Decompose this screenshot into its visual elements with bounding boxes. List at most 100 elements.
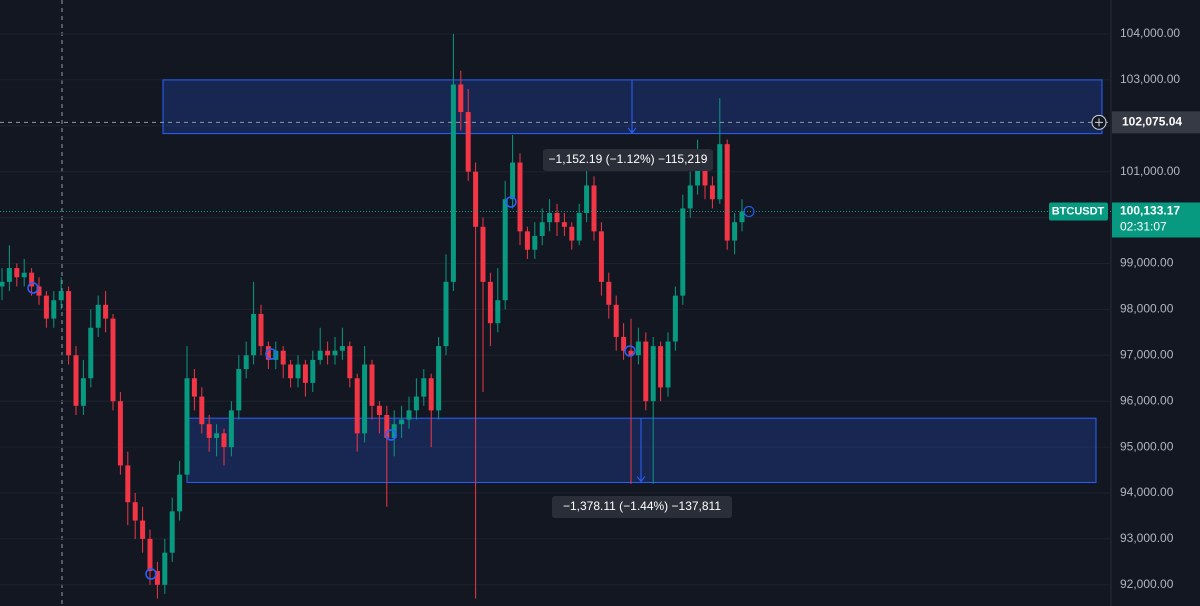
candle-body xyxy=(147,538,153,572)
candle-body xyxy=(658,346,664,388)
marker xyxy=(624,345,636,357)
candle-body xyxy=(132,502,138,521)
candle-body xyxy=(73,355,79,406)
y-tick-label: 99,000.00 xyxy=(1120,256,1174,270)
candle-body xyxy=(406,410,412,420)
candle-body xyxy=(621,336,627,351)
candle-body xyxy=(221,433,227,448)
arrow-head xyxy=(627,127,637,134)
candle-body xyxy=(14,268,20,278)
candle-body xyxy=(547,213,553,223)
candle-body xyxy=(554,213,560,223)
crosshair-price-label: 102,075.04 xyxy=(1122,115,1182,129)
y-tick-label: 93,000.00 xyxy=(1120,531,1174,545)
candle-body xyxy=(251,313,257,356)
candle-body xyxy=(325,350,331,356)
candle-body xyxy=(169,511,175,553)
candle-body xyxy=(228,410,234,448)
candle-body xyxy=(0,281,5,287)
candle-body xyxy=(502,199,508,301)
candle-body xyxy=(458,84,464,113)
marker xyxy=(27,282,39,294)
candle-body xyxy=(184,378,190,475)
candle-body xyxy=(473,171,479,227)
candle-body xyxy=(243,355,249,370)
candle-body xyxy=(487,281,493,324)
candle-body xyxy=(576,213,582,241)
candle-body xyxy=(362,364,368,434)
candle-body xyxy=(110,318,116,402)
candle-body xyxy=(450,84,456,282)
candle-body xyxy=(606,281,612,305)
candle-body xyxy=(36,286,42,296)
measure-label-box xyxy=(552,496,732,518)
candle-body xyxy=(680,208,686,296)
marker xyxy=(145,568,157,580)
candle-body xyxy=(103,304,109,319)
candle-body xyxy=(650,346,656,402)
candle-body xyxy=(206,424,212,438)
candle-body xyxy=(524,231,530,250)
candle-body xyxy=(569,226,575,241)
candle-body xyxy=(236,369,242,411)
candle-body xyxy=(295,364,301,379)
candle-body xyxy=(177,474,183,512)
marker xyxy=(743,205,755,217)
candle-body xyxy=(21,272,27,278)
candle-body xyxy=(702,167,708,186)
candle-body xyxy=(88,327,94,379)
candle-body xyxy=(695,167,701,186)
candle-body xyxy=(687,185,693,209)
candle-body xyxy=(339,346,345,351)
candle-body xyxy=(665,341,671,388)
candle-body xyxy=(140,520,146,539)
symbol-box xyxy=(1049,202,1108,221)
candle-body xyxy=(199,396,205,425)
candle-body xyxy=(280,350,286,365)
candle-body xyxy=(465,112,471,172)
candle-body xyxy=(613,304,619,337)
candle-body xyxy=(480,226,486,282)
candle-body xyxy=(628,350,634,356)
candle-body xyxy=(732,222,738,241)
candle-body xyxy=(354,378,360,434)
candle-body xyxy=(413,396,419,411)
marker xyxy=(385,429,397,441)
marker xyxy=(265,348,277,360)
y-tick-label: 94,000.00 xyxy=(1120,485,1174,499)
candle-body xyxy=(43,295,49,319)
candle-body xyxy=(317,350,323,360)
candle-body xyxy=(154,571,160,585)
candle-body xyxy=(288,364,294,379)
candle-body xyxy=(258,313,264,347)
y-tick-label: 101,000.00 xyxy=(1120,164,1180,178)
candle-body xyxy=(436,346,442,411)
candle-body xyxy=(310,359,316,383)
candle-body xyxy=(58,291,64,301)
countdown: 02:31:07 xyxy=(1120,220,1167,234)
candle-body xyxy=(598,231,604,282)
candle-body xyxy=(532,235,538,250)
candle-body xyxy=(672,295,678,342)
candle-body xyxy=(214,433,220,438)
candle-body xyxy=(369,364,375,406)
candle-body xyxy=(265,346,271,360)
candle-body xyxy=(6,268,12,282)
y-tick-label: 97,000.00 xyxy=(1120,347,1174,361)
last-price-label: 100,133.17 xyxy=(1120,204,1180,218)
y-tick-label: 92,000.00 xyxy=(1120,577,1174,591)
candle-body xyxy=(635,341,641,356)
candle-body xyxy=(709,185,715,200)
candle-body xyxy=(428,378,434,411)
candle-body xyxy=(510,162,516,200)
candle-body xyxy=(117,401,123,466)
candle-body xyxy=(724,144,730,241)
candle-body xyxy=(66,291,72,356)
add-icon xyxy=(1095,118,1103,127)
candle-body xyxy=(332,350,338,356)
arrow-head xyxy=(636,476,646,483)
candle-body xyxy=(399,419,405,425)
candle-body xyxy=(495,300,501,324)
measure-label-box xyxy=(543,149,713,171)
candle-body xyxy=(584,185,590,214)
